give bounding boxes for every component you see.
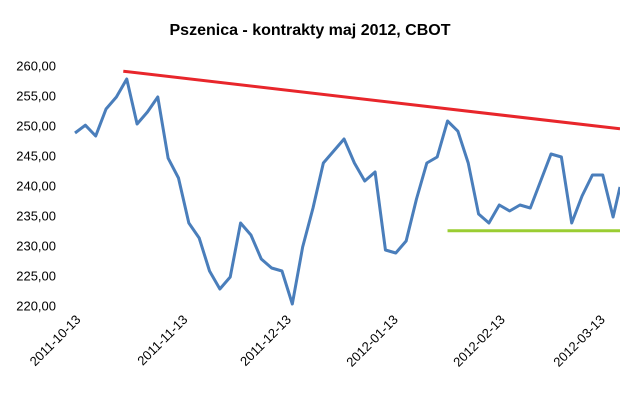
y-tick-label: 245,00 bbox=[16, 148, 56, 163]
x-tick-label: 2012-01-13 bbox=[343, 312, 401, 370]
x-tick-label: 2011-12-13 bbox=[237, 312, 294, 369]
y-tick-label: 260,00 bbox=[16, 58, 56, 73]
y-tick-label: 250,00 bbox=[16, 118, 56, 133]
y-tick-label: 240,00 bbox=[16, 178, 56, 193]
x-tick-label: 2012-03-13 bbox=[550, 312, 608, 370]
y-tick-label: 255,00 bbox=[16, 88, 56, 103]
x-tick-label: 2011-10-13 bbox=[27, 312, 84, 369]
y-tick-label: 230,00 bbox=[16, 238, 56, 253]
y-tick-label: 225,00 bbox=[16, 268, 56, 283]
series-line bbox=[74, 77, 620, 306]
y-tick-label: 235,00 bbox=[16, 208, 56, 223]
trend-line bbox=[123, 69, 620, 131]
x-tick-label: 2011-11-13 bbox=[134, 312, 190, 368]
x-tick-label: 2012-02-13 bbox=[450, 312, 508, 370]
chart-title: Pszenica - kontrakty maj 2012, CBOT bbox=[170, 22, 451, 39]
y-tick-label: 220,00 bbox=[16, 298, 56, 313]
